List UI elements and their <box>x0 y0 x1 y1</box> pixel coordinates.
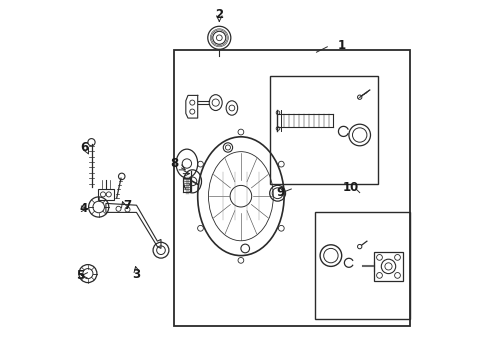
Bar <box>269 76 377 184</box>
Bar <box>98 189 114 200</box>
Circle shape <box>278 161 284 167</box>
Text: 8: 8 <box>170 157 178 170</box>
Text: 4: 4 <box>79 202 87 215</box>
Circle shape <box>238 257 244 263</box>
Bar <box>314 212 409 319</box>
Circle shape <box>357 95 361 99</box>
Circle shape <box>278 225 284 231</box>
Bar <box>174 50 409 326</box>
Circle shape <box>357 244 361 249</box>
Text: 9: 9 <box>276 186 284 199</box>
Text: 6: 6 <box>80 141 88 154</box>
Text: 3: 3 <box>132 268 140 281</box>
Circle shape <box>225 145 230 150</box>
Circle shape <box>197 161 203 167</box>
Text: 5: 5 <box>76 269 84 282</box>
Bar <box>373 252 402 281</box>
Circle shape <box>197 225 203 231</box>
Circle shape <box>238 129 244 135</box>
Text: 10: 10 <box>342 181 358 194</box>
Text: 7: 7 <box>123 199 131 212</box>
Text: 1: 1 <box>337 39 345 51</box>
Text: 2: 2 <box>215 8 223 21</box>
